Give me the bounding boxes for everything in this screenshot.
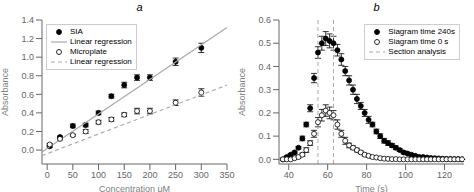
svg-text:150: 150: [117, 170, 132, 180]
svg-text:Time (s): Time (s): [355, 184, 388, 192]
svg-text:0.8: 0.8: [21, 71, 34, 81]
html-text:Section analysis: Section analysis: [388, 47, 447, 56]
html-text:Siagram time 0 s: Siagram time 0 s: [388, 37, 449, 46]
svg-text:100: 100: [91, 170, 106, 180]
svg-text:Absorbance: Absorbance: [237, 68, 247, 116]
svg-text:250: 250: [168, 170, 183, 180]
svg-text:1.0: 1.0: [21, 52, 34, 62]
svg-text:0.1: 0.1: [258, 131, 271, 141]
svg-text:60: 60: [323, 170, 333, 180]
html-text:SIA: SIA: [70, 27, 83, 36]
svg-text:0.2: 0.2: [21, 127, 34, 137]
svg-text:0.6: 0.6: [258, 15, 271, 25]
svg-text:0.0: 0.0: [258, 155, 271, 165]
html-text:b: b: [373, 1, 380, 13]
svg-text:100: 100: [398, 170, 413, 180]
svg-text:0.4: 0.4: [258, 62, 271, 72]
svg-text:Concentration μM: Concentration μM: [99, 184, 170, 192]
svg-text:0.2: 0.2: [258, 108, 271, 118]
svg-text:80: 80: [362, 170, 372, 180]
svg-text:200: 200: [142, 170, 157, 180]
html-text:Linear regression: Linear regression: [70, 37, 132, 46]
svg-text:350: 350: [219, 170, 234, 180]
svg-text:300: 300: [194, 170, 209, 180]
svg-text:40: 40: [284, 170, 294, 180]
svg-text:0.6: 0.6: [21, 90, 34, 100]
html-text:Microplate: Microplate: [70, 47, 107, 56]
svg-text:1.2: 1.2: [21, 34, 34, 44]
svg-text:50: 50: [68, 170, 78, 180]
svg-text:0.5: 0.5: [258, 38, 271, 48]
svg-text:0.0: 0.0: [21, 145, 34, 155]
svg-text:0.4: 0.4: [21, 108, 34, 118]
svg-text:1.4: 1.4: [21, 15, 34, 25]
svg-text:120: 120: [437, 170, 452, 180]
html-text:Linear regression: Linear regression: [70, 57, 132, 66]
svg-text:0.3: 0.3: [258, 85, 271, 95]
svg-text:Absorbance: Absorbance: [0, 68, 10, 116]
html-text:a: a: [136, 1, 143, 13]
svg-text:0: 0: [45, 170, 50, 180]
html-text:Siagram time 240s: Siagram time 240s: [388, 27, 455, 36]
